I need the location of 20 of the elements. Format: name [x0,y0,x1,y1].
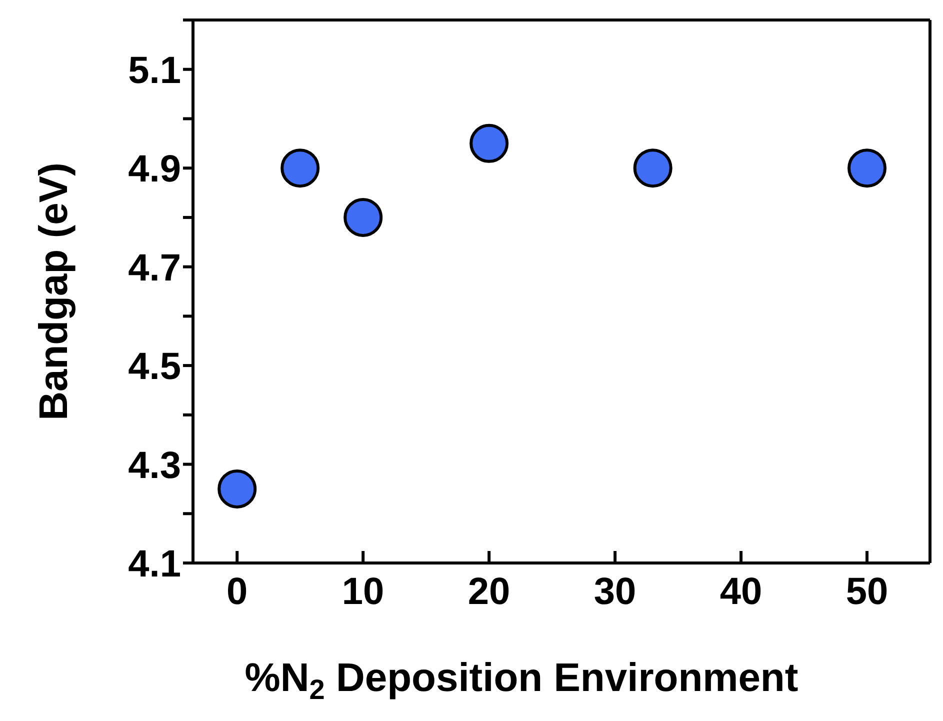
y-tick-label: 4.3 [128,444,181,487]
x-tick-label: 10 [342,570,384,613]
y-tick-label: 4.5 [128,346,181,388]
point [470,124,509,163]
y-axis-title: Bandgap (eV) [32,162,76,420]
y-tick-label: 4.9 [128,148,181,191]
x-tick-label: 20 [468,570,510,613]
y-tick-label: 4.7 [128,247,181,290]
x-axis-title: %N$_{2}$ Deposition Environment [244,656,798,706]
x-tick-label: 50 [846,570,888,613]
point [848,148,887,188]
point [280,148,320,188]
point [633,148,672,188]
y-tick-label: 4.1 [128,543,181,586]
x-tick-label: 0 [226,570,248,613]
point [344,198,383,237]
x-tick-label: 30 [594,570,636,613]
y-tick-label: 5.1 [128,50,181,92]
x-tick-label: 40 [720,570,762,613]
point [218,469,257,508]
